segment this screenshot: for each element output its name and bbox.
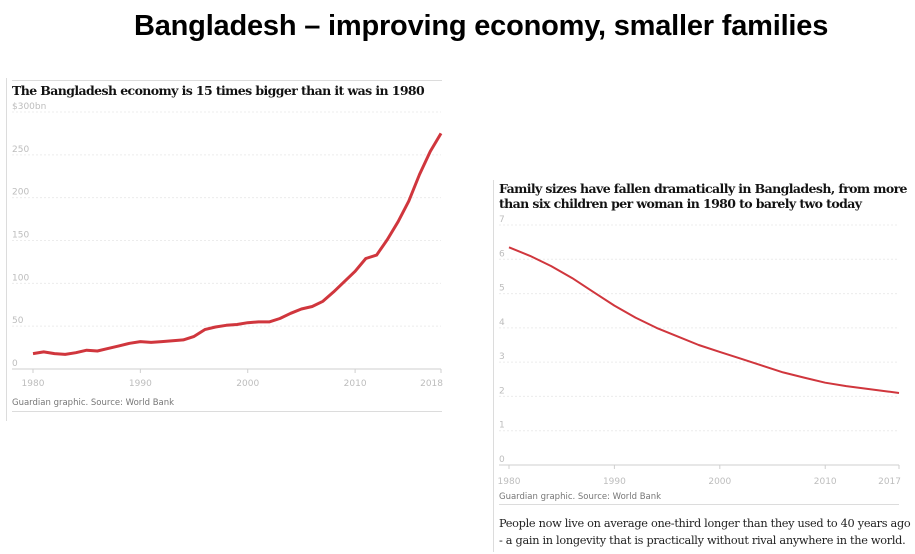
y-tick-label: 3 [499, 352, 505, 362]
x-tick-label: 1990 [603, 477, 626, 487]
y-tick-label: 2 [499, 386, 505, 396]
y-tick-label: 7 [499, 215, 505, 225]
x-tick-label: 1980 [498, 477, 521, 487]
economy-chart-source: Guardian graphic. Source: World Bank [12, 398, 175, 408]
y-tick-label: 250 [12, 145, 29, 155]
series-line [508, 246, 900, 394]
y-tick-label: 0 [12, 359, 18, 369]
x-tick-label: 2010 [814, 477, 837, 487]
y-tick-label: 200 [12, 188, 29, 198]
y-tick-label: 4 [499, 318, 505, 328]
x-tick-label: 2000 [236, 379, 259, 389]
x-tick-label: 2010 [344, 379, 367, 389]
x-tick-label: 1980 [22, 379, 45, 389]
y-tick-label: 50 [12, 316, 24, 326]
x-tick-label: 2018 [420, 379, 443, 389]
right-border [493, 180, 494, 552]
y-tick-label: 6 [499, 249, 505, 259]
top-rule [12, 80, 442, 81]
longevity-note: People now live on average one-third lon… [499, 517, 911, 547]
y-tick-label: 0 [499, 455, 505, 465]
y-tick-label: 150 [12, 231, 29, 241]
bottom-rule [499, 504, 899, 505]
left-border [6, 78, 7, 421]
x-tick-label: 1990 [129, 379, 152, 389]
economy-chart-title: The Bangladesh economy is 15 times bigge… [12, 83, 425, 98]
x-tick-label: 2017 [878, 477, 901, 487]
y-tick-label: 1 [499, 421, 505, 431]
y-tick-label: 5 [499, 284, 505, 294]
y-tick-label: $300bn [12, 102, 46, 112]
fertility-chart-title: Family sizes have fallen dramatically in… [499, 181, 908, 211]
fertility-chart-source: Guardian graphic. Source: World Bank [499, 492, 662, 502]
slide-title: Bangladesh – improving economy, smaller … [134, 10, 829, 42]
y-tick-label: 100 [12, 273, 29, 283]
x-tick-label: 2000 [708, 477, 731, 487]
bottom-rule [12, 411, 442, 412]
